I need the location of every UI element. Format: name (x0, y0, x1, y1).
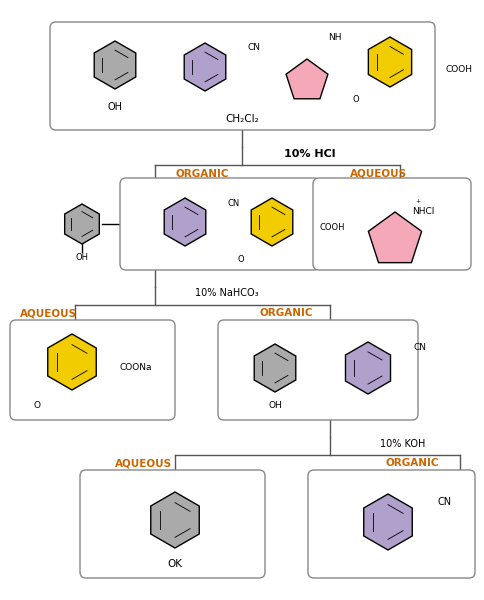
FancyBboxPatch shape (80, 470, 265, 578)
Text: ORGANIC: ORGANIC (175, 169, 228, 179)
Polygon shape (368, 212, 422, 263)
Text: OH: OH (76, 253, 89, 263)
Text: O: O (353, 95, 359, 104)
Text: CN: CN (438, 497, 452, 507)
Text: NHCl: NHCl (412, 208, 434, 217)
Polygon shape (151, 492, 199, 548)
Text: 10% NaHCO₃: 10% NaHCO₃ (195, 288, 258, 298)
Text: CH₂Cl₂: CH₂Cl₂ (225, 114, 259, 124)
Text: 10% HCl: 10% HCl (284, 149, 336, 159)
FancyBboxPatch shape (10, 320, 175, 420)
Polygon shape (286, 59, 328, 99)
Polygon shape (184, 43, 226, 91)
Polygon shape (164, 198, 206, 246)
Text: O: O (33, 401, 41, 409)
Text: AQUEOUS: AQUEOUS (115, 458, 172, 468)
Text: OK: OK (167, 559, 182, 569)
Text: O: O (238, 254, 244, 263)
FancyBboxPatch shape (120, 178, 320, 270)
Polygon shape (254, 344, 296, 392)
Text: OH: OH (107, 102, 122, 112)
Text: NH: NH (328, 32, 342, 41)
FancyBboxPatch shape (50, 22, 435, 130)
Text: COONa: COONa (120, 364, 152, 373)
Text: CN: CN (413, 343, 426, 352)
Text: ORGANIC: ORGANIC (260, 308, 314, 318)
Polygon shape (368, 37, 412, 87)
Polygon shape (48, 334, 96, 390)
Text: ORGANIC: ORGANIC (385, 458, 439, 468)
Polygon shape (346, 342, 391, 394)
FancyBboxPatch shape (218, 320, 418, 420)
Text: COOH: COOH (320, 223, 346, 232)
Polygon shape (65, 204, 99, 244)
Text: ⁺: ⁺ (415, 199, 420, 209)
FancyBboxPatch shape (308, 470, 475, 578)
Polygon shape (364, 494, 412, 550)
Polygon shape (94, 41, 136, 89)
Text: CN: CN (228, 199, 240, 208)
Text: CN: CN (248, 43, 261, 52)
Text: 10% KOH: 10% KOH (380, 439, 425, 449)
Text: AQUEOUS: AQUEOUS (350, 169, 407, 179)
Polygon shape (251, 198, 293, 246)
FancyBboxPatch shape (313, 178, 471, 270)
Text: COOH: COOH (445, 64, 472, 73)
Text: AQUEOUS: AQUEOUS (20, 308, 77, 318)
Text: OH: OH (268, 401, 282, 410)
